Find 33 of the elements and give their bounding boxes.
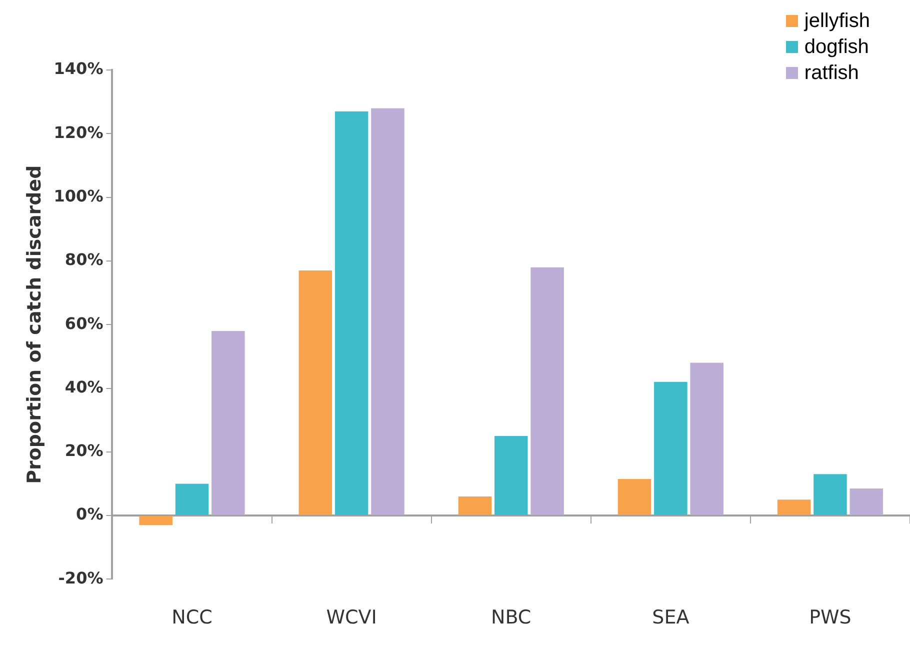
y-tick-label: 140% [54, 59, 104, 78]
y-tick-label: 120% [54, 122, 104, 142]
y-tick-label: 0% [76, 504, 104, 524]
bar [850, 488, 884, 516]
y-tick-label: 60% [64, 314, 104, 333]
bar [618, 478, 652, 516]
bar [654, 382, 688, 516]
y-tick-label: 80% [64, 250, 104, 270]
bar [814, 474, 847, 516]
bar [212, 330, 245, 516]
bar [371, 108, 404, 516]
bar [458, 496, 492, 516]
x-tick-label: NCC [172, 606, 212, 629]
y-tick-label: 100% [54, 186, 104, 206]
bar [139, 516, 172, 526]
legend-label: jellyfish [804, 9, 870, 34]
legend-label: ratfish [804, 61, 859, 86]
y-tick-label: 40% [64, 377, 104, 396]
y-axis-title: Proportion of catch discarded [23, 165, 46, 484]
x-tick-label: WCVI [326, 606, 377, 629]
x-tick-label: NBC [491, 606, 532, 629]
bar [494, 436, 528, 516]
x-tick-label: SEA [652, 606, 690, 629]
bar [334, 111, 368, 516]
bar [777, 500, 811, 516]
bar [530, 267, 564, 516]
bar [690, 362, 724, 516]
y-tick-label: 20% [64, 441, 104, 460]
bar [298, 270, 332, 516]
x-tick-label: PWS [809, 606, 852, 629]
y-tick-label: -20% [58, 568, 104, 588]
legend-label: dogfish [804, 35, 869, 60]
bar [175, 484, 209, 516]
